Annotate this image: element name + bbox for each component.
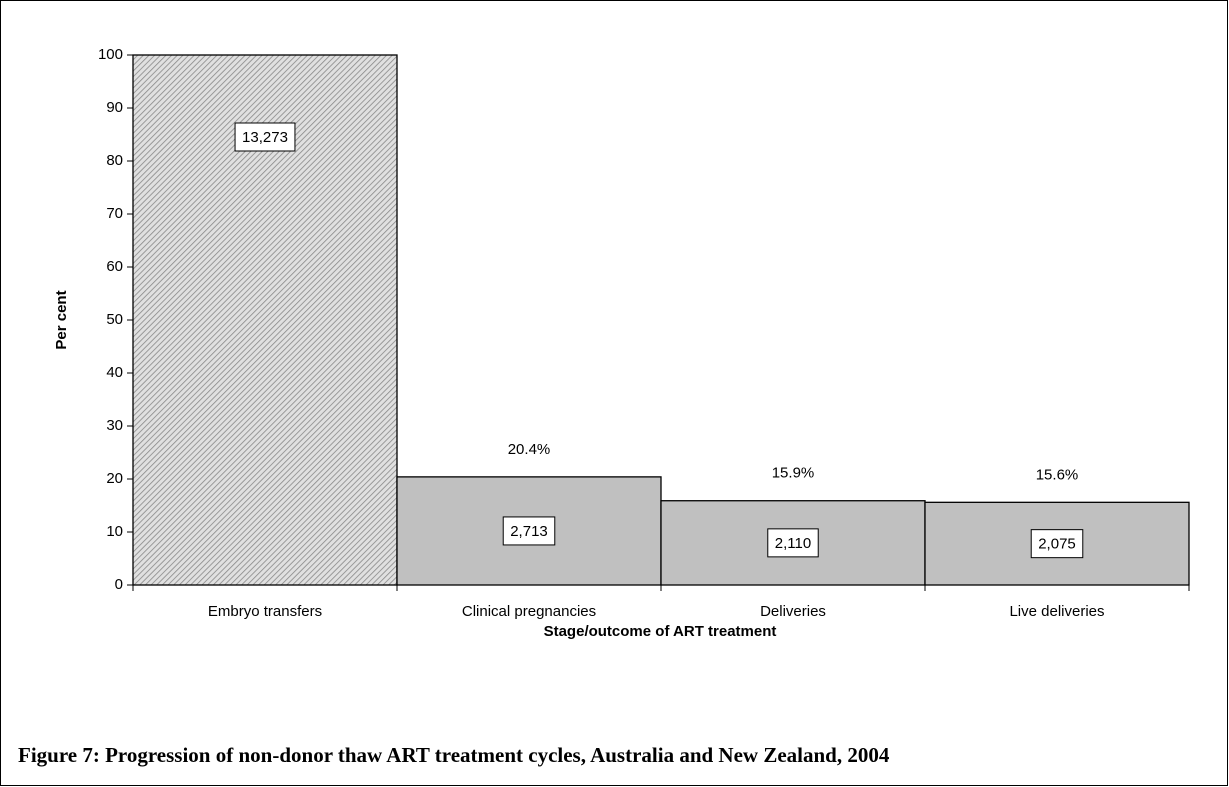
count-box — [1030, 529, 1084, 559]
y-tick-label: 90 — [106, 99, 123, 116]
count-label: 2,110 — [775, 535, 811, 552]
x-tick-label: Live deliveries — [1009, 603, 1104, 620]
y-tick-label: 40 — [106, 364, 123, 381]
x-tick-label: Embryo transfers — [208, 603, 322, 620]
count-label: 2,075 — [1038, 536, 1076, 553]
count-label: 2,713 — [510, 523, 548, 540]
y-axis-title: Per cent — [53, 290, 70, 349]
y-tick-label: 80 — [106, 152, 123, 169]
y-tick-label: 60 — [106, 258, 123, 275]
y-tick-label: 0 — [115, 576, 123, 593]
y-tick-label: 10 — [106, 523, 123, 540]
y-tick-label: 70 — [106, 205, 123, 222]
y-tick-label: 50 — [106, 311, 123, 328]
y-tick-label: 20 — [106, 470, 123, 487]
count-box — [767, 528, 819, 558]
chart-title: Figure 7: Progression of non-donor thaw … — [18, 743, 890, 767]
count-box — [502, 516, 556, 546]
y-tick-label: 30 — [106, 417, 123, 434]
x-axis-title: Stage/outcome of ART treatment — [544, 623, 777, 640]
value-label: 15.6% — [1036, 466, 1079, 483]
x-tick-label: Deliveries — [760, 603, 826, 620]
count-label: 13,273 — [242, 129, 288, 146]
x-tick-label: Clinical pregnancies — [462, 603, 596, 620]
count-box — [234, 122, 296, 152]
value-label: 15.9% — [772, 465, 815, 482]
value-label: 20.4% — [508, 441, 551, 458]
y-tick-label: 100 — [98, 46, 123, 63]
